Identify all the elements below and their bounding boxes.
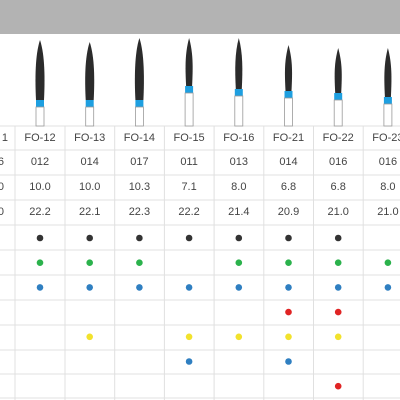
- indicator-dot: [86, 259, 93, 267]
- bur-shank: [333, 99, 343, 127]
- indicator-dot: [384, 284, 392, 291]
- indicator-dot: [86, 333, 93, 341]
- bur-band: [85, 100, 94, 107]
- indicator-dot: [136, 259, 143, 267]
- column-header: 1: [2, 132, 8, 144]
- indicator-dot: [136, 234, 143, 242]
- indicator-dot: [235, 284, 243, 291]
- column-header: FO-14: [124, 132, 155, 144]
- cell-value: 10.3: [129, 181, 150, 193]
- cell-value: 012: [31, 156, 49, 168]
- bur-shank: [134, 106, 144, 127]
- indicator-dot: [235, 259, 243, 267]
- indicator-dot: [285, 284, 292, 291]
- cell-value: 22.3: [129, 206, 150, 218]
- indicator-dot: [334, 234, 342, 242]
- bur-shank: [383, 103, 393, 127]
- indicator-dot: [334, 382, 342, 390]
- indicator-dot: [36, 259, 44, 267]
- indicator-dot: [334, 284, 342, 291]
- cell-value: 22.2: [29, 206, 50, 218]
- cell-value: 014: [279, 156, 297, 168]
- indicator-dot: [285, 358, 292, 365]
- cell-value: 016: [379, 156, 397, 168]
- column-header: FO-12: [24, 132, 55, 144]
- cell-value: 0: [0, 206, 4, 218]
- indicator-dot: [334, 333, 342, 341]
- cell-value: 8.0: [231, 181, 246, 193]
- indicator-dot: [185, 284, 193, 291]
- indicator-dot: [285, 259, 292, 267]
- cell-value: 6.8: [281, 181, 296, 193]
- indicator-dot: [334, 259, 342, 267]
- bur-head: [284, 45, 293, 91]
- cell-value: 014: [81, 156, 99, 168]
- cell-value: 21.4: [228, 206, 249, 218]
- cell-value: 016: [329, 156, 347, 168]
- indicator-dot: [235, 234, 243, 242]
- cell-value: 013: [230, 156, 248, 168]
- bur-head: [384, 48, 392, 97]
- column-header: FO-21: [273, 132, 304, 144]
- column-header: FO-23: [372, 132, 400, 144]
- indicator-dot: [86, 284, 93, 291]
- table-body: [0, 126, 400, 400]
- column-header: FO-13: [74, 132, 105, 144]
- column-header: FO-15: [174, 132, 205, 144]
- cell-value: 0: [0, 181, 4, 193]
- bur-band: [185, 86, 194, 93]
- indicator-dot: [285, 308, 292, 316]
- cell-value: 22.2: [178, 206, 199, 218]
- column-header: FO-22: [323, 132, 354, 144]
- cell-value: 017: [130, 156, 148, 168]
- bur-band: [284, 91, 293, 98]
- bur-head: [334, 48, 342, 93]
- bur-shank: [234, 95, 244, 127]
- cell-value: 6: [0, 156, 4, 168]
- bur-band: [383, 97, 392, 104]
- bur-band: [334, 93, 343, 100]
- bur-shank: [284, 97, 293, 127]
- cell-value: 21.0: [327, 206, 348, 218]
- bur-head: [85, 42, 95, 100]
- bur-shank: [85, 106, 95, 127]
- bur-band: [135, 100, 144, 107]
- indicator-dot: [136, 284, 143, 291]
- indicator-dot: [36, 284, 44, 291]
- bur-head: [185, 38, 193, 86]
- bur-band: [234, 89, 243, 96]
- cell-value: 011: [180, 156, 198, 168]
- bur-band: [36, 100, 44, 107]
- column-header: FO-16: [223, 132, 254, 144]
- indicator-dot: [235, 333, 243, 341]
- cell-value: 6.8: [331, 181, 346, 193]
- indicator-dot: [86, 234, 93, 242]
- indicator-dot: [185, 358, 193, 365]
- indicator-dot: [185, 333, 193, 341]
- bur-head: [134, 38, 144, 100]
- indicator-dot: [185, 234, 193, 242]
- indicator-dot: [285, 234, 292, 242]
- bur-head: [235, 38, 243, 89]
- indicator-dot: [36, 234, 44, 242]
- cell-value: 8.0: [380, 181, 395, 193]
- bur-shank: [35, 106, 45, 127]
- indicator-dot: [384, 259, 392, 267]
- cell-value: 21.0: [377, 206, 398, 218]
- top-band: [0, 0, 400, 34]
- indicator-dot: [285, 333, 292, 341]
- indicator-dot: [334, 308, 342, 316]
- cell-value: 10.0: [79, 181, 100, 193]
- cell-value: 22.1: [79, 206, 100, 218]
- bur-shank: [184, 92, 194, 127]
- bur-head: [35, 40, 45, 100]
- cell-value: 20.9: [278, 206, 299, 218]
- cell-value: 10.0: [29, 181, 50, 193]
- cell-value: 7.1: [181, 181, 196, 193]
